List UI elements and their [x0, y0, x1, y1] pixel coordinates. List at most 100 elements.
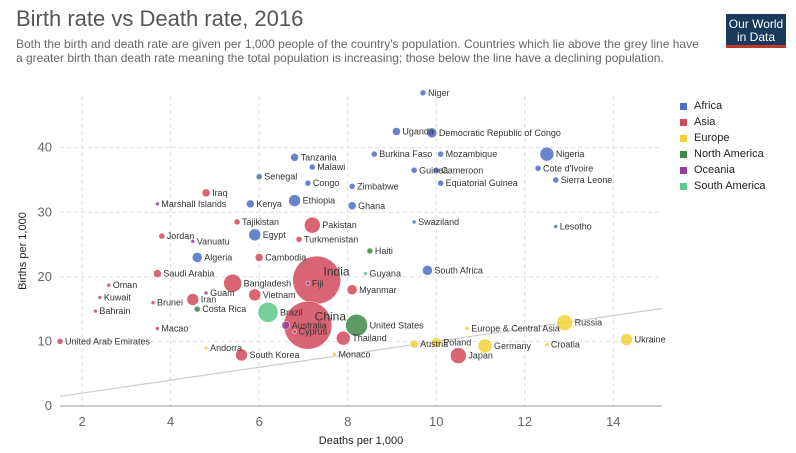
point-label: Ukraine	[635, 334, 666, 344]
point-label: Guam	[210, 288, 235, 298]
data-point-austria	[409, 339, 419, 349]
legend-label-north-america: North America	[694, 148, 764, 160]
legend-item-oceania[interactable]: Oceania	[680, 162, 766, 178]
point-label: South Korea	[249, 350, 299, 360]
chart-title: Birth rate vs Death rate, 2016	[16, 6, 304, 31]
point-label: Oman	[113, 280, 138, 290]
owid-logo[interactable]: Our World in Data	[726, 14, 786, 48]
data-point-saudi-arabia	[153, 269, 162, 278]
y-tick-label: 30	[38, 204, 52, 219]
point-label: Myanmar	[359, 285, 397, 295]
legend-item-north-america[interactable]: North America	[680, 146, 766, 162]
point-label: Senegal	[264, 172, 297, 182]
data-point-cambodia	[254, 253, 264, 262]
point-label: Nigeria	[556, 149, 585, 159]
point-label: Guyana	[369, 269, 401, 279]
data-point-south-korea	[235, 348, 248, 362]
y-tick-label: 40	[38, 140, 52, 155]
axes: 0 10 20 30 40 2 4 6 8 10 12 14 Deaths per 1,000 Birth…	[17, 140, 662, 447]
legend-label-asia: Asia	[694, 116, 716, 128]
point-label: Poland	[443, 338, 471, 348]
x-tick-label: 10	[429, 414, 443, 429]
data-point-vanuatu	[190, 239, 196, 244]
data-point-cameroon	[433, 167, 440, 174]
data-point-brazil	[257, 302, 279, 323]
point-label: Swaziland	[418, 217, 459, 227]
grid-lines	[60, 96, 662, 406]
data-point-democratic-republic-of-congo	[426, 127, 438, 139]
legend-swatch-europe	[680, 134, 687, 142]
point-label: Guinea	[419, 165, 448, 175]
point-label: Kuwait	[104, 293, 132, 303]
data-point-monaco	[332, 352, 337, 357]
data-point-macao	[155, 326, 160, 331]
data-point-iraq	[201, 188, 211, 198]
data-point-bahrain	[93, 308, 98, 314]
legend-swatch-asia	[680, 118, 687, 126]
data-point-kenya	[246, 199, 255, 209]
data-point-haiti	[366, 247, 374, 255]
point-label: India	[324, 264, 350, 278]
data-point-ghana	[347, 201, 357, 211]
point-label: Egypt	[263, 230, 287, 240]
x-tick-label: 8	[344, 414, 351, 429]
data-point-sierra-leone	[552, 176, 560, 184]
legend-label-europe: Europe	[694, 132, 730, 144]
point-label: Malawi	[317, 162, 345, 172]
point-label: Kenya	[256, 199, 282, 209]
point-label: Andorra	[210, 343, 242, 353]
point-label: Brazil	[280, 307, 303, 317]
point-label: Tajikistan	[242, 217, 279, 227]
logo-line-2: in Data	[736, 30, 776, 44]
point-label: Sierra Leone	[561, 175, 613, 185]
data-point-algeria	[191, 252, 203, 263]
point-label: Algeria	[204, 252, 232, 262]
data-point-egypt	[248, 228, 262, 242]
data-point-europe-central-asia	[464, 326, 470, 331]
point-label: Germany	[494, 341, 532, 351]
point-label: Croatia	[551, 340, 580, 350]
data-point-fiji	[305, 281, 311, 286]
x-tick-label: 4	[167, 414, 174, 429]
point-label: Austria	[420, 339, 448, 349]
point-label: Congo	[313, 178, 340, 188]
point-label: Zimbabwe	[357, 181, 399, 191]
data-point-poland	[431, 337, 442, 348]
point-label: China	[315, 309, 347, 323]
point-label: Iran	[201, 294, 217, 304]
point-label: Cyprus	[299, 327, 328, 337]
data-point-congo	[304, 179, 312, 187]
data-point-swaziland	[411, 219, 417, 225]
legend-item-africa[interactable]: Africa	[680, 98, 766, 114]
data-point-tanzania	[290, 153, 299, 162]
point-label: Ghana	[358, 201, 385, 211]
data-point-russia	[556, 314, 573, 331]
point-label: Turkmenistan	[304, 234, 358, 244]
legend-item-europe[interactable]: Europe	[680, 130, 766, 146]
data-point-myanmar	[346, 284, 358, 295]
data-points	[56, 89, 633, 364]
point-label: Ethiopia	[303, 196, 336, 206]
data-point-equatorial-guinea	[437, 179, 444, 187]
data-point-japan	[450, 347, 467, 364]
data-point-bangladesh	[223, 274, 242, 293]
legend: Africa Asia Europe North America Oceania…	[680, 98, 766, 194]
data-point-pakistan	[304, 216, 321, 234]
data-point-mozambique	[437, 150, 444, 158]
data-point-germany	[477, 338, 493, 354]
point-label: Vietnam	[263, 290, 296, 300]
legend-item-asia[interactable]: Asia	[680, 114, 766, 130]
point-label: Brunei	[157, 298, 183, 308]
legend-swatch-north-america	[680, 150, 687, 158]
legend-item-south-america[interactable]: South America	[680, 178, 766, 194]
logo-line-1: Our World	[728, 17, 784, 31]
point-label: Pakistan	[322, 220, 357, 230]
legend-label-africa: Africa	[694, 100, 723, 112]
data-point-united-states	[345, 314, 368, 337]
point-label: South Africa	[434, 265, 483, 275]
y-tick-label: 20	[38, 269, 52, 284]
legend-swatch-south-america	[680, 182, 687, 190]
point-label: Burkina Faso	[379, 149, 432, 159]
y-tick-label: 10	[38, 333, 52, 348]
